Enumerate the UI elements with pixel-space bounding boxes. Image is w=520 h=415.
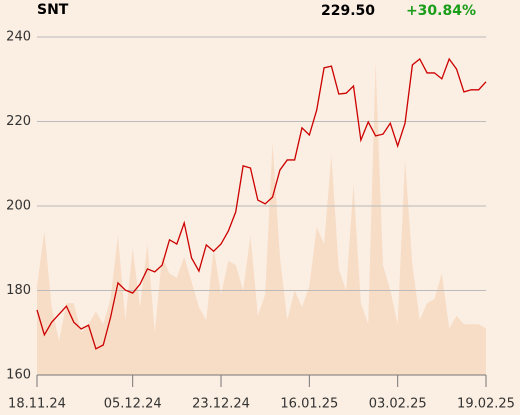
x-tick-label: 03.02.25 (369, 397, 427, 412)
y-tick-label: 240 (6, 30, 31, 45)
x-tick-label: 23.12.24 (192, 397, 250, 412)
y-tick-label: 220 (6, 114, 31, 129)
x-tick-label: 05.12.24 (104, 397, 162, 412)
x-tick-label: 18.11.24 (8, 397, 66, 412)
last-price: 229.50 (321, 3, 375, 19)
y-tick-label: 200 (6, 199, 31, 214)
y-tick-label: 180 (6, 283, 31, 298)
x-tick-label: 16.01.25 (280, 397, 338, 412)
x-tick-label: 19.02.25 (457, 397, 515, 412)
price-change: +30.84% (406, 3, 476, 19)
volume-area (37, 62, 486, 375)
price-line (36, 57, 487, 350)
y-tick-label: 160 (6, 368, 31, 383)
ticker: SNT (37, 2, 69, 18)
